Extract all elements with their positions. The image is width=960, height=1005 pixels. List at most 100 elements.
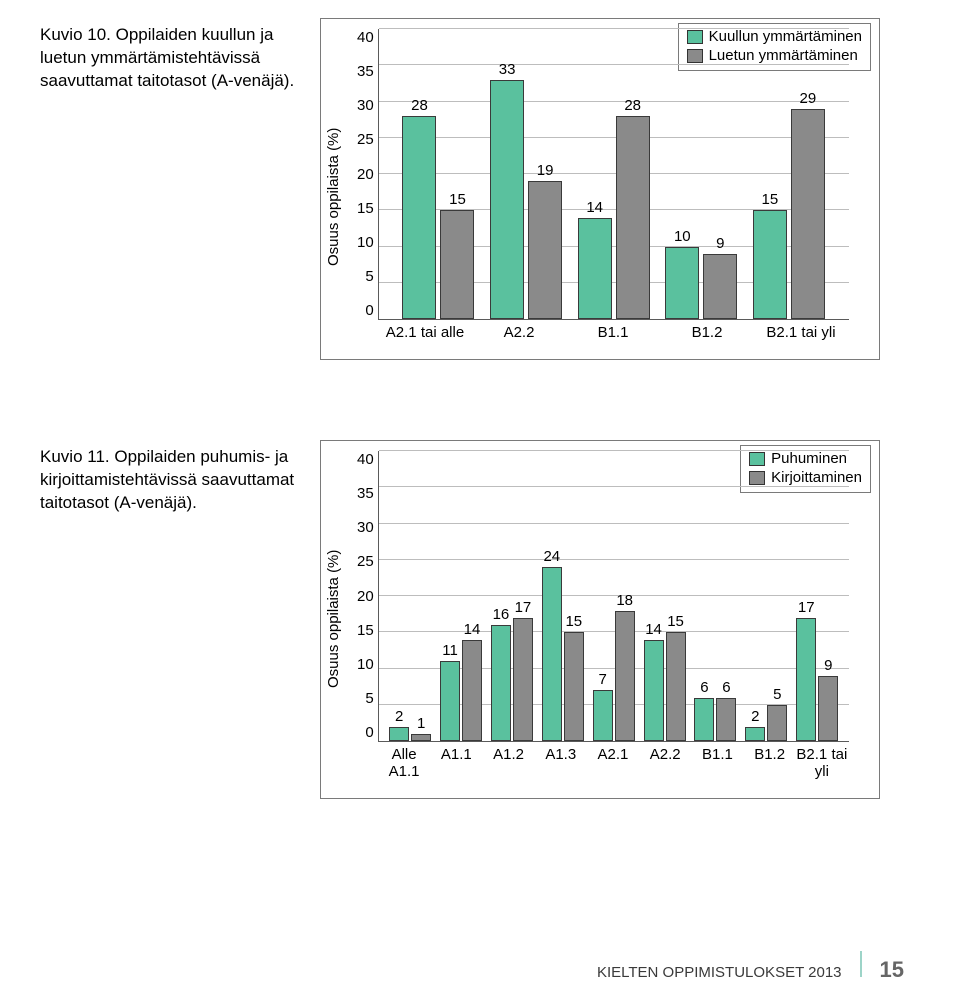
y-tick: 25	[357, 553, 374, 570]
bar-group: 1529	[753, 109, 825, 319]
y-tick: 35	[357, 485, 374, 502]
bar-value: 33	[499, 61, 516, 78]
bar: 6	[694, 698, 714, 742]
bar-value: 14	[586, 199, 603, 216]
bar-value: 2	[395, 708, 403, 725]
y-tick: 30	[357, 97, 374, 114]
bar: 11	[440, 661, 460, 741]
gridline	[379, 523, 849, 524]
y-tick: 20	[357, 166, 374, 183]
bar: 14	[462, 640, 482, 742]
bar: 1	[411, 734, 431, 741]
y-tick: 0	[365, 302, 373, 319]
bar: 15	[564, 632, 584, 741]
page-number: 15	[880, 957, 904, 983]
bar-value: 15	[565, 613, 582, 630]
kuvio-11-chart: PuhuminenKirjoittaminenOsuus oppilaista …	[320, 440, 880, 799]
bar-value: 14	[645, 621, 662, 638]
y-axis-ticks: 4035302520151050	[357, 29, 378, 319]
y-tick: 0	[365, 724, 373, 741]
x-tick-label: A1.1	[430, 746, 482, 780]
bar-value: 28	[624, 97, 641, 114]
bar: 14	[578, 218, 612, 320]
bar-group: 2815	[402, 116, 474, 319]
bar-value: 15	[667, 613, 684, 630]
x-tick-label: A1.3	[535, 746, 587, 780]
gridline	[379, 28, 849, 29]
bar: 2	[389, 727, 409, 742]
kuvio-10-caption: Kuvio 10. Oppilaiden kuullun ja luetun y…	[40, 18, 320, 93]
x-tick-label: A2.1	[587, 746, 639, 780]
bar: 24	[542, 567, 562, 741]
x-tick-label: Alle A1.1	[378, 746, 430, 780]
kuvio-10-row: Kuvio 10. Oppilaiden kuullun ja luetun y…	[40, 18, 920, 360]
footer-text: KIELTEN OPPIMISTULOKSET 2013	[597, 964, 842, 981]
bar: 17	[796, 618, 816, 741]
bar-value: 9	[824, 657, 832, 674]
x-tick-label: B1.1	[691, 746, 743, 780]
y-tick: 30	[357, 519, 374, 536]
bar: 17	[513, 618, 533, 741]
y-axis-label: Osuus oppilaista (%)	[325, 127, 342, 265]
bar: 28	[616, 116, 650, 319]
bar-group: 179	[796, 618, 838, 741]
bar: 10	[665, 247, 699, 320]
bar-value: 24	[543, 548, 560, 565]
bar-value: 1	[417, 715, 425, 732]
gridline	[379, 486, 849, 487]
bar: 33	[490, 80, 524, 319]
bar: 9	[818, 676, 838, 741]
bar-group: 21	[389, 727, 431, 742]
bar: 19	[528, 181, 562, 319]
x-tick-label: B1.2	[744, 746, 796, 780]
gridline	[379, 595, 849, 596]
bar-value: 6	[700, 679, 708, 696]
bar: 28	[402, 116, 436, 319]
y-tick: 10	[357, 656, 374, 673]
bar-group: 718	[593, 611, 635, 742]
y-axis-ticks: 4035302520151050	[357, 451, 378, 741]
plot-area: 2815331914281091529	[378, 29, 849, 320]
bar-group: 1617	[491, 618, 533, 741]
bar-value: 29	[800, 90, 817, 107]
y-tick: 40	[357, 29, 374, 46]
bar-value: 15	[762, 191, 779, 208]
kuvio-11-row: Kuvio 11. Oppilaiden puhumis- ja kirjoit…	[40, 440, 920, 799]
x-tick-label: A1.2	[482, 746, 534, 780]
bar: 15	[753, 210, 787, 319]
plot-area: 2111141617241571814156625179	[378, 451, 849, 742]
y-tick: 20	[357, 588, 374, 605]
y-tick: 40	[357, 451, 374, 468]
y-tick: 15	[357, 200, 374, 217]
x-tick-label: A2.2	[472, 324, 566, 341]
bar-group: 109	[665, 247, 737, 320]
y-tick: 25	[357, 131, 374, 148]
y-tick: 5	[365, 268, 373, 285]
bar: 15	[666, 632, 686, 741]
gridline	[379, 64, 849, 65]
plot-wrap: 4035302520151050211114161724157181415662…	[357, 451, 867, 742]
bar-group: 1415	[644, 632, 686, 741]
gridline	[379, 559, 849, 560]
page: Kuvio 10. Oppilaiden kuullun ja luetun y…	[0, 0, 960, 1005]
bar-value: 14	[464, 621, 481, 638]
kuvio-10-chart: Kuullun ymmärtäminenLuetun ymmärtäminenO…	[320, 18, 880, 360]
page-footer: KIELTEN OPPIMISTULOKSET 2013 15	[0, 951, 960, 983]
plot-wrap: 40353025201510502815331914281091529	[357, 29, 867, 320]
bar-group: 1114	[440, 640, 482, 742]
y-tick: 5	[365, 690, 373, 707]
bar-value: 15	[449, 191, 466, 208]
bar-value: 9	[716, 235, 724, 252]
bar: 18	[615, 611, 635, 742]
gridline	[379, 450, 849, 451]
bar-value: 28	[411, 97, 428, 114]
bar-value: 17	[515, 599, 532, 616]
bar-value: 2	[751, 708, 759, 725]
bar: 7	[593, 690, 613, 741]
bar-value: 11	[442, 642, 458, 659]
bar: 15	[440, 210, 474, 319]
x-tick-label: B2.1 tai yli	[796, 746, 848, 780]
bar: 14	[644, 640, 664, 742]
x-tick-label: A2.1 tai alle	[378, 324, 472, 341]
bar-value: 6	[722, 679, 730, 696]
